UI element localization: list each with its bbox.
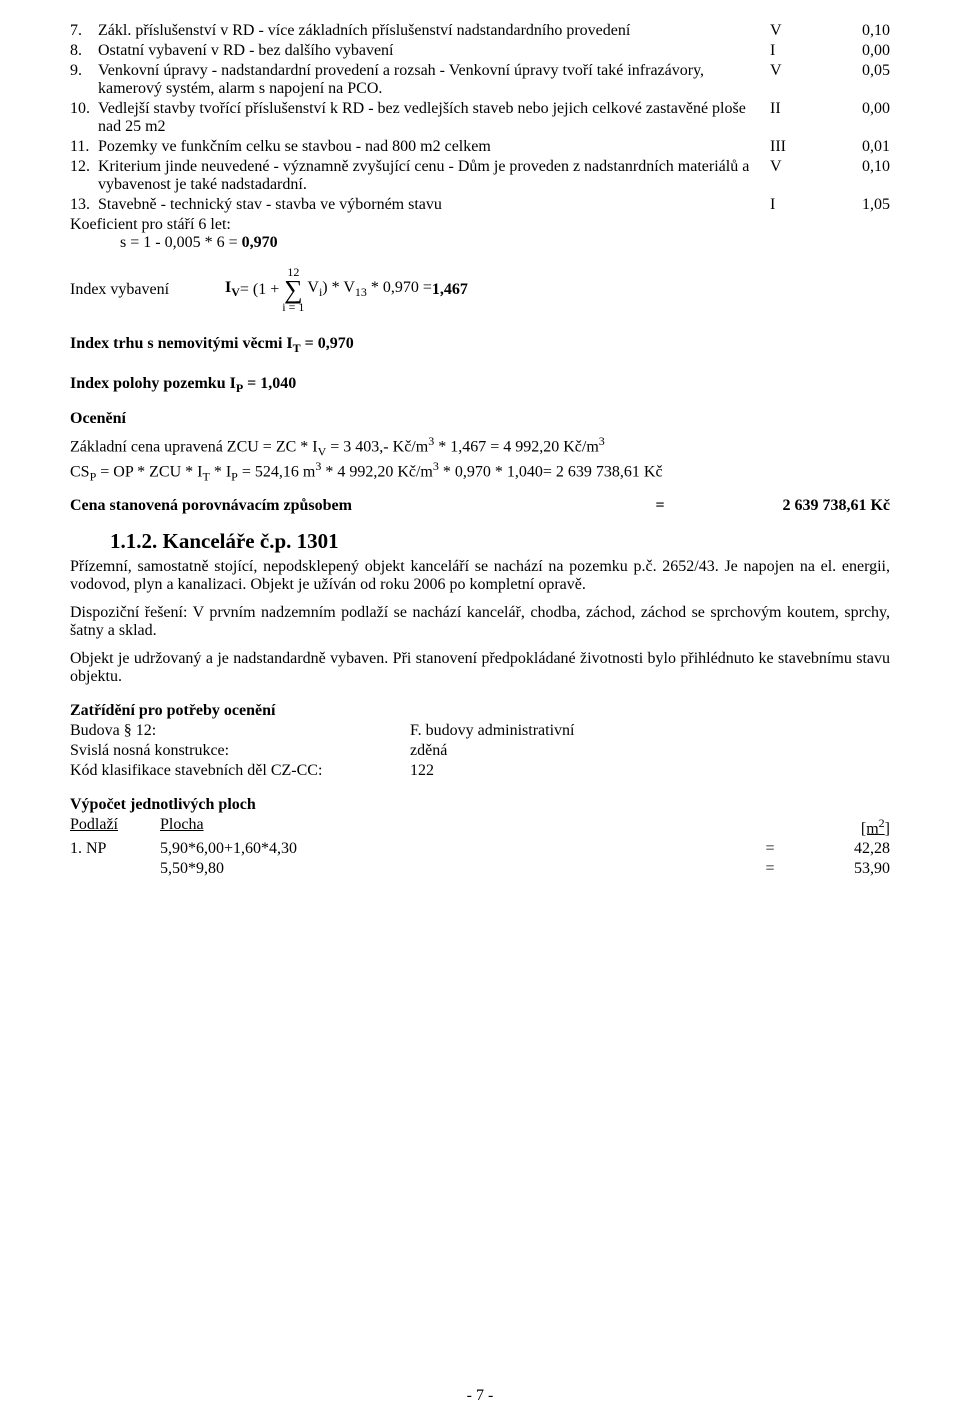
kv-key: Budova § 12: — [70, 722, 410, 740]
iv-result: 1,467 — [432, 281, 468, 299]
sum-symbol: 12 ∑ i = 1 — [282, 266, 304, 313]
index-polohy: Index polohy pozemku IP = 1,040 — [70, 375, 890, 396]
kv-value: F. budovy administrativní — [410, 722, 890, 740]
calc-label — [70, 860, 160, 878]
kv-row: Budova § 12: F. budovy administrativní — [70, 722, 890, 740]
coef-intro: Koeficient pro stáří 6 let: — [70, 216, 890, 234]
calc-header: Podlaží Plocha [m2] — [70, 816, 890, 838]
kv-row: Kód klasifikace stavebních děl CZ-CC: 12… — [70, 762, 890, 780]
calc-expr: 5,50*9,80 — [160, 860, 750, 878]
calc-row: 1. NP 5,90*6,00+1,60*4,30 = 42,28 — [70, 840, 890, 858]
item-number: 10. — [70, 100, 98, 118]
item-number: 12. — [70, 158, 98, 176]
calc-eq: = — [750, 840, 790, 858]
item-desc: Pozemky ve funkčním celku se stavbou - n… — [98, 138, 770, 156]
list-item: 13. Stavebně - technický stav - stavba v… — [70, 196, 890, 214]
item-desc: Ostatní vybavení v RD - bez dalšího vyba… — [98, 42, 770, 60]
calc-result: 53,90 — [790, 860, 890, 878]
item-value: 0,00 — [830, 42, 890, 60]
calc-row: 5,50*9,80 = 53,90 — [70, 860, 890, 878]
kv-key: Kód klasifikace stavebních děl CZ-CC: — [70, 762, 410, 780]
item-desc: Vedlejší stavby tvořící příslušenství k … — [98, 100, 770, 136]
coef-formula-row: s = 1 - 0,005 * 6 = 0,970 — [120, 234, 890, 252]
list-item: 12. Kriterium jinde neuvedené - významně… — [70, 158, 890, 194]
paragraph: Dispoziční řešení: V prvním nadzemním po… — [70, 604, 890, 640]
paragraph: Objekt je udržovaný a je nadstandardně v… — [70, 650, 890, 686]
item-mark: V — [770, 62, 830, 80]
list-item: 7. Zákl. příslušenství v RD - více zákla… — [70, 22, 890, 40]
index-vybaveni-row: Index vybavení IV = (1 + 12 ∑ i = 1 Vi) … — [70, 266, 890, 313]
cena-label: Cena stanovená porovnávacím způsobem — [70, 497, 630, 515]
cena-value: 2 639 738,61 Kč — [690, 497, 890, 515]
section-title: 1.1.2. Kanceláře č.p. 1301 — [110, 529, 890, 554]
item-value: 0,05 — [830, 62, 890, 80]
item-mark: V — [770, 158, 830, 176]
item-value: 1,05 — [830, 196, 890, 214]
item-number: 7. — [70, 22, 98, 40]
item-mark: III — [770, 138, 830, 156]
oceneni-heading: Ocenění — [70, 410, 890, 428]
col-podlazi: Podlaží — [70, 816, 160, 838]
calc-expr: 5,90*6,00+1,60*4,30 — [160, 840, 750, 858]
item-value: 0,10 — [830, 22, 890, 40]
list-item: 10. Vedlejší stavby tvořící příslušenstv… — [70, 100, 890, 136]
iv-label: Index vybavení — [70, 281, 225, 299]
sum-bot: i = 1 — [282, 301, 304, 313]
list-item: 11. Pozemky ve funkčním celku se stavbou… — [70, 138, 890, 156]
kv-value: zděná — [410, 742, 890, 760]
kv-key: Svislá nosná konstrukce: — [70, 742, 410, 760]
page: 7. Zákl. příslušenství v RD - více zákla… — [0, 0, 960, 1425]
iv-pre: = (1 + — [240, 281, 279, 299]
iv-lhs: IV — [225, 279, 240, 300]
item-mark: I — [770, 196, 830, 214]
cena-eq: = — [630, 497, 690, 515]
zatrideni-heading: Zatřídění pro potřeby ocenění — [70, 702, 890, 720]
kv-value: 122 — [410, 762, 890, 780]
coef-formula: s = 1 - 0,005 * 6 = — [120, 234, 242, 251]
item-number: 9. — [70, 62, 98, 80]
zcu-line: Základní cena upravená ZCU = ZC * IV = 3… — [70, 434, 890, 460]
col-unit: [m2] — [790, 816, 890, 838]
item-value: 0,00 — [830, 100, 890, 118]
item-desc: Stavebně - technický stav - stavba ve vý… — [98, 196, 770, 214]
calc-eq: = — [750, 860, 790, 878]
item-number: 11. — [70, 138, 98, 156]
kv-row: Svislá nosná konstrukce: zděná — [70, 742, 890, 760]
calc-result: 42,28 — [790, 840, 890, 858]
item-mark: V — [770, 22, 830, 40]
csp-line: CSP = OP * ZCU * IT * IP = 524,16 m3 * 4… — [70, 459, 890, 485]
vypocet-heading: Výpočet jednotlivých ploch — [70, 796, 890, 814]
iv-post: Vi) * V13 * 0,970 = — [307, 279, 432, 300]
item-desc: Venkovní úpravy - nadstandardní proveden… — [98, 62, 770, 98]
sum-sigma: ∑ — [284, 278, 303, 301]
item-mark: I — [770, 42, 830, 60]
list-item: 8. Ostatní vybavení v RD - bez dalšího v… — [70, 42, 890, 60]
calc-label: 1. NP — [70, 840, 160, 858]
item-number: 13. — [70, 196, 98, 214]
page-number: - 7 - — [0, 1387, 960, 1405]
index-trh: Index trhu s nemovitými věcmi IT = 0,970 — [70, 335, 890, 356]
item-number: 8. — [70, 42, 98, 60]
cena-row: Cena stanovená porovnávacím způsobem = 2… — [70, 497, 890, 515]
item-desc: Kriterium jinde neuvedené - významně zvy… — [98, 158, 770, 194]
coef-result: 0,970 — [242, 234, 278, 251]
paragraph: Přízemní, samostatně stojící, nepodsklep… — [70, 558, 890, 594]
col-plocha: Plocha — [160, 816, 750, 838]
item-mark: II — [770, 100, 830, 118]
item-value: 0,10 — [830, 158, 890, 176]
item-desc: Zákl. příslušenství v RD - více základní… — [98, 22, 770, 40]
item-value: 0,01 — [830, 138, 890, 156]
list-item: 9. Venkovní úpravy - nadstandardní prove… — [70, 62, 890, 98]
